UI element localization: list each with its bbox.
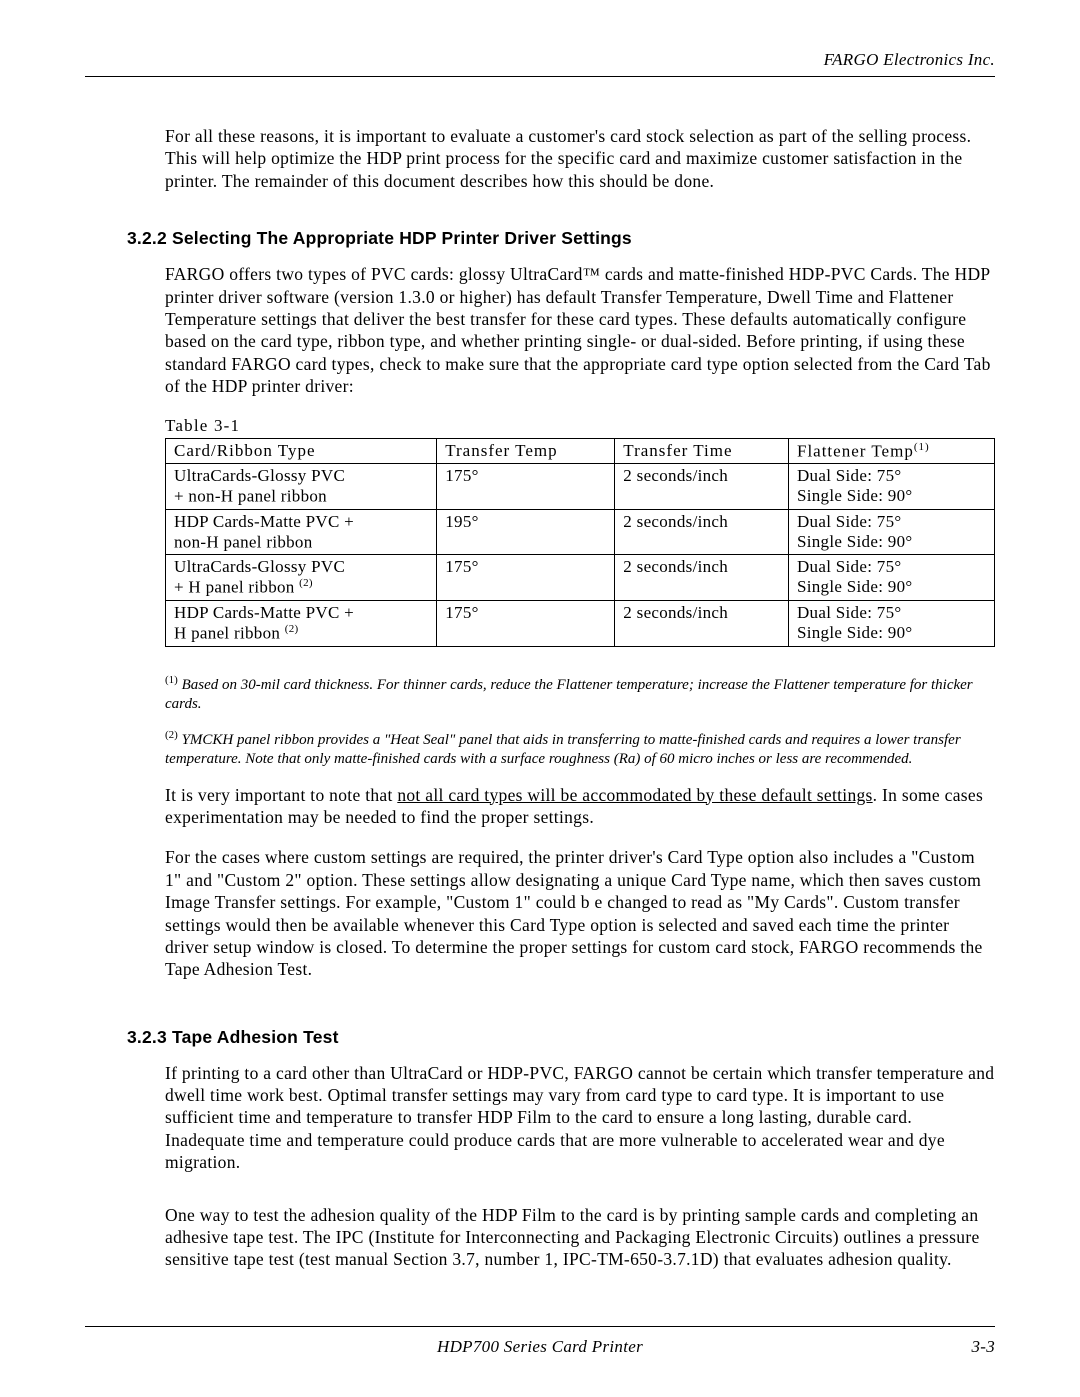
cell: HDP Cards-Matte PVC + bbox=[174, 512, 428, 532]
note-p1-pre: It is very important to note that bbox=[165, 785, 397, 805]
cell: Single Side: 90° bbox=[797, 623, 986, 643]
table-caption: Table 3-1 bbox=[85, 416, 995, 436]
footnote-1-sup: (1) bbox=[165, 674, 178, 686]
cell: 2 seconds/inch bbox=[615, 601, 789, 647]
section-323-p1: If printing to a card other than UltraCa… bbox=[85, 1062, 995, 1174]
intro-paragraph: For all these reasons, it is important t… bbox=[85, 125, 995, 192]
cell: 195° bbox=[437, 509, 615, 555]
cell: Dual Side: 75° bbox=[797, 512, 986, 532]
table-header-row: Card/Ribbon Type Transfer Temp Transfer … bbox=[166, 438, 995, 464]
cell: H panel ribbon (2) bbox=[174, 623, 428, 644]
footnote-1-text: Based on 30-mil card thickness. For thin… bbox=[165, 677, 973, 712]
footnote-1: (1) Based on 30-mil card thickness. For … bbox=[85, 673, 995, 714]
section-322-heading: 3.2.2 Selecting The Appropriate HDP Prin… bbox=[85, 228, 995, 249]
header-company: FARGO Electronics Inc. bbox=[85, 50, 995, 77]
footnote-2: (2) YMCKH panel ribbon provides a "Heat … bbox=[85, 728, 995, 769]
cell: non-H panel ribbon bbox=[174, 532, 428, 553]
note-p1: It is very important to note that not al… bbox=[85, 784, 995, 829]
cell: Dual Side: 75° bbox=[797, 603, 986, 623]
cell: + non-H panel ribbon bbox=[174, 486, 428, 507]
note-p2: For the cases where custom settings are … bbox=[85, 846, 995, 980]
cell: Single Side: 90° bbox=[797, 577, 986, 597]
section-323-heading: 3.2.3 Tape Adhesion Test bbox=[85, 1027, 995, 1048]
note-p1-underline: not all card types will be accommodated … bbox=[397, 785, 872, 805]
section-322-p1: FARGO offers two types of PVC cards: glo… bbox=[85, 263, 995, 397]
section-323-p2: One way to test the adhesion quality of … bbox=[85, 1204, 995, 1271]
col-transfer-time: Transfer Time bbox=[615, 438, 789, 464]
col-flattener-sup: (1) bbox=[914, 441, 930, 453]
cell: 2 seconds/inch bbox=[615, 509, 789, 555]
col-flattener-temp: Flattener Temp(1) bbox=[788, 438, 994, 464]
settings-table: Card/Ribbon Type Transfer Temp Transfer … bbox=[165, 438, 995, 647]
footer-center: HDP700 Series Card Printer bbox=[85, 1337, 995, 1357]
table-row: UltraCards-Glossy PVC + H panel ribbon (… bbox=[166, 555, 995, 601]
cell: 175° bbox=[437, 601, 615, 647]
cell: HDP Cards-Matte PVC + bbox=[174, 603, 428, 623]
footnote-2-sup: (2) bbox=[165, 729, 178, 741]
cell: Dual Side: 75° bbox=[797, 466, 986, 486]
cell: 2 seconds/inch bbox=[615, 555, 789, 601]
table-row: HDP Cards-Matte PVC + non-H panel ribbon… bbox=[166, 509, 995, 555]
cell: UltraCards-Glossy PVC bbox=[174, 466, 428, 486]
table-row: HDP Cards-Matte PVC + H panel ribbon (2)… bbox=[166, 601, 995, 647]
cell: + H panel ribbon (2) bbox=[174, 577, 428, 598]
footnote-2-text: YMCKH panel ribbon provides a "Heat Seal… bbox=[165, 732, 961, 767]
cell: 175° bbox=[437, 464, 615, 510]
cell: UltraCards-Glossy PVC bbox=[174, 557, 428, 577]
footer: HDP700 Series Card Printer 3-3 bbox=[85, 1326, 995, 1357]
cell: 2 seconds/inch bbox=[615, 464, 789, 510]
cell: 175° bbox=[437, 555, 615, 601]
cell: Single Side: 90° bbox=[797, 532, 986, 552]
col-flattener-label: Flattener Temp bbox=[797, 441, 914, 460]
cell: Single Side: 90° bbox=[797, 486, 986, 506]
col-card: Card/Ribbon Type bbox=[166, 438, 437, 464]
cell: Dual Side: 75° bbox=[797, 557, 986, 577]
col-transfer-temp: Transfer Temp bbox=[437, 438, 615, 464]
table-row: UltraCards-Glossy PVC + non-H panel ribb… bbox=[166, 464, 995, 510]
